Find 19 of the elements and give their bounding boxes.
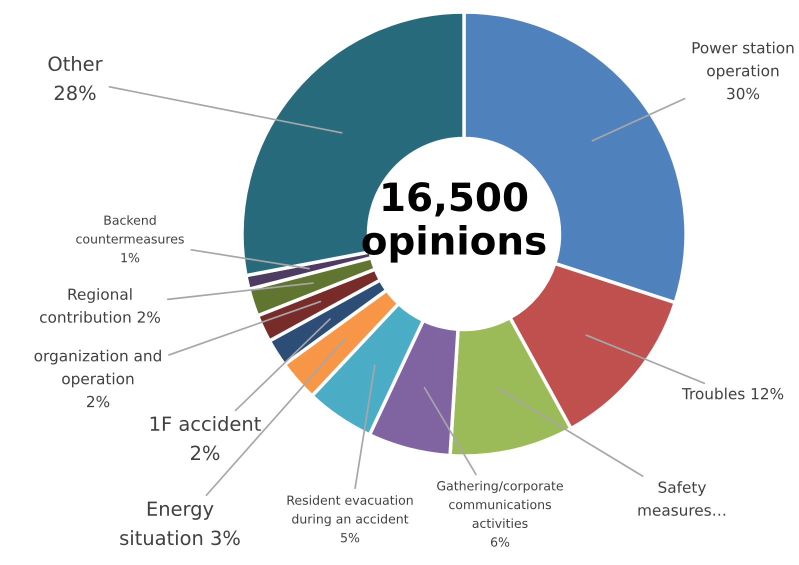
slice-label: organization and operation (34, 350, 161, 388)
slice-label: Regional contribution 2% (40, 288, 160, 323)
slice-label: Energy situation 3% (120, 502, 240, 546)
slice-label: Resident evacuation during an accident (288, 495, 413, 526)
slice-label: Other (48, 56, 103, 72)
slice-label: 1F accident (150, 416, 261, 432)
slice-label: Backend countermeasures (76, 215, 184, 244)
data-label: 1% (121, 252, 140, 262)
data-label: 2% (191, 446, 220, 460)
data-label: 30% (727, 88, 760, 100)
slice-label: Gathering/corporate communications activities (437, 480, 563, 528)
data-label: 5% (341, 532, 360, 542)
data-label: 28% (54, 86, 96, 100)
data-label: 6% (490, 537, 510, 547)
data-label: 2% (87, 396, 110, 408)
text: 16,500 opinions (362, 182, 546, 263)
slice-label: Power station operation (692, 42, 794, 80)
slice-label: Troubles 12% (682, 388, 784, 400)
slice-label: Safety measures… (638, 481, 726, 516)
